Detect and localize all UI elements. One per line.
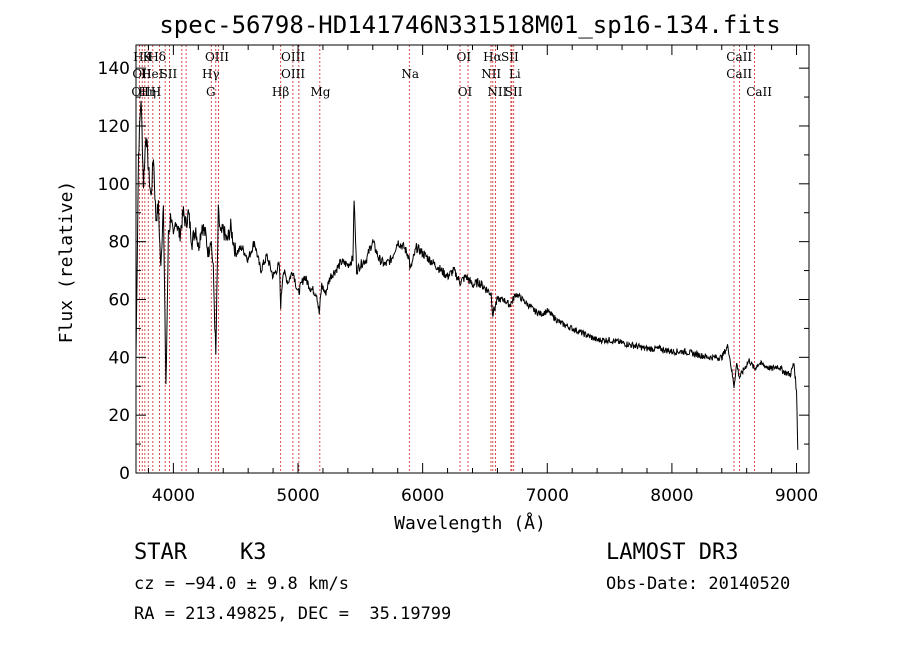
x-tick-label: 8000 bbox=[650, 486, 693, 506]
x-tick-label: 6000 bbox=[401, 486, 444, 506]
y-tick-label: 40 bbox=[108, 348, 130, 368]
y-tick-label: 140 bbox=[98, 59, 130, 79]
line-marker-label: OI bbox=[458, 85, 473, 99]
line-marker-label: OI bbox=[456, 50, 471, 64]
line-marker-label: SII bbox=[505, 85, 523, 99]
chart-title: spec-56798-HD141746N331518M01_sp16-134.f… bbox=[159, 11, 780, 39]
line-marker-label: OII bbox=[132, 67, 152, 81]
line-marker-label: Hα bbox=[483, 50, 502, 64]
spectrum-line bbox=[135, 100, 799, 450]
line-marker-label: Hγ bbox=[202, 67, 220, 81]
x-axis-ticks: 4000 5000 6000 7000 8000 9000 bbox=[147, 45, 818, 506]
line-marker-label: G bbox=[206, 85, 216, 99]
x-tick-label: 7000 bbox=[526, 486, 569, 506]
line-markers bbox=[138, 45, 755, 473]
line-marker-label: Hδ bbox=[148, 50, 166, 64]
line-marker-label: CaII bbox=[726, 50, 752, 64]
line-marker-label: OIII bbox=[281, 67, 305, 81]
y-tick-label: 120 bbox=[98, 117, 130, 137]
y-tick-label: 60 bbox=[108, 290, 130, 310]
survey-name: LAMOST DR3 bbox=[606, 540, 739, 565]
line-marker-label: OIII bbox=[281, 50, 305, 64]
x-axis-label: Wavelength (Å) bbox=[394, 512, 546, 534]
line-marker-label: CaII bbox=[746, 85, 772, 99]
x-tick-label: 5000 bbox=[276, 486, 319, 506]
coordinates-text: RA = 213.49825, DEC = 35.19799 bbox=[134, 604, 452, 624]
line-marker-label: CaII bbox=[726, 67, 752, 81]
y-tick-label: 80 bbox=[108, 233, 130, 253]
line-marker-label: H bbox=[151, 85, 161, 99]
line-marker-label: Hθ bbox=[133, 50, 151, 64]
line-marker-label: Mg bbox=[310, 85, 330, 99]
line-marker-label: SII bbox=[501, 50, 519, 64]
line-marker-label: Hη bbox=[138, 85, 156, 99]
line-marker-label: Hβ bbox=[272, 85, 289, 99]
line-marker-label: Li bbox=[509, 67, 521, 81]
line-marker-label: K bbox=[143, 50, 153, 64]
y-tick-label: 20 bbox=[108, 406, 130, 426]
y-tick-label: 100 bbox=[98, 175, 130, 195]
line-marker-label: SII bbox=[160, 67, 178, 81]
y-tick-label: 0 bbox=[119, 464, 130, 484]
line-marker-label: OIII bbox=[205, 50, 229, 64]
line-marker-label: Na bbox=[401, 67, 419, 81]
observation-date: Obs-Date: 20140520 bbox=[606, 574, 791, 594]
object-subclass: K3 bbox=[240, 540, 267, 565]
redshift-text: cz = −94.0 ± 9.8 km/s bbox=[134, 574, 349, 594]
y-axis-label: Flux (relative) bbox=[56, 181, 77, 344]
y-axis-ticks: 0 20 40 60 80 100 120 140 bbox=[98, 59, 809, 484]
line-marker-label: NII bbox=[487, 85, 507, 99]
x-tick-label: 9000 bbox=[775, 486, 818, 506]
x-tick-label: 4000 bbox=[152, 486, 195, 506]
object-class: STAR bbox=[134, 540, 187, 565]
line-marker-label: NII bbox=[481, 67, 501, 81]
line-marker-label: HeI bbox=[141, 67, 164, 81]
plot-frame bbox=[135, 44, 810, 474]
